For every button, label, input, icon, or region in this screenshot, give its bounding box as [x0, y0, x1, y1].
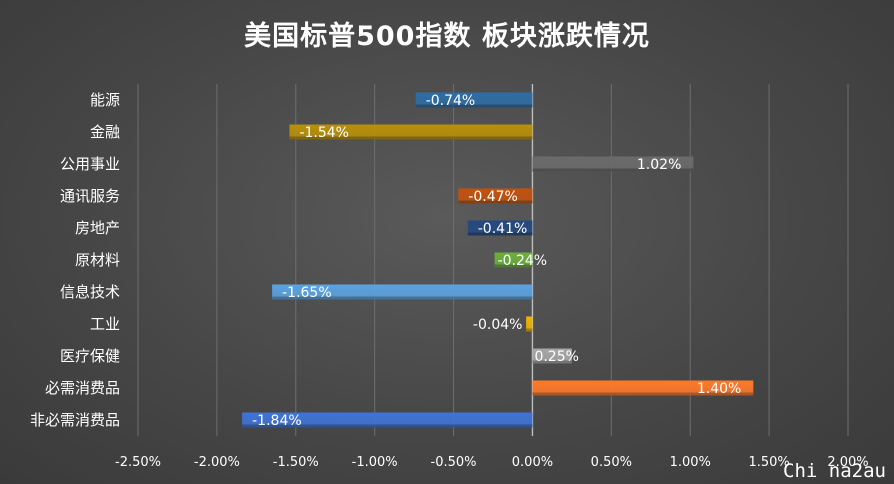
- category-label: 能源: [90, 91, 120, 109]
- watermark: Chi na2au: [783, 460, 886, 482]
- category-label: 原材料: [75, 251, 120, 269]
- bar: [415, 92, 533, 108]
- data-label: -0.47%: [468, 189, 518, 205]
- x-tick-label: 2.00%: [827, 455, 868, 470]
- data-label: -0.24%: [498, 253, 548, 269]
- bar-shade: [532, 360, 572, 364]
- bar: [526, 316, 533, 332]
- bar: [242, 412, 533, 428]
- data-label: -0.41%: [478, 221, 528, 237]
- x-tick-label: -1.50%: [273, 455, 319, 470]
- bar-shade: [242, 424, 533, 428]
- data-labels: -0.74% -1.54% 1.02% -0.47% -0.41% -0.24% -1.65…: [252, 93, 741, 429]
- x-tick-label: -2.50%: [115, 455, 161, 470]
- category-label: 工业: [90, 315, 120, 333]
- bar: [458, 188, 533, 204]
- bar-shade: [467, 232, 533, 236]
- category-label: 医疗保健: [60, 347, 120, 365]
- bar-shade: [272, 296, 533, 300]
- bar: [532, 348, 572, 364]
- data-label: -1.84%: [252, 413, 302, 429]
- x-tick-label: 0.50%: [591, 455, 632, 470]
- data-label: 0.25%: [534, 349, 578, 365]
- bars: [242, 92, 754, 428]
- bar: [532, 156, 694, 172]
- bar-shade: [494, 264, 533, 268]
- data-label: -0.74%: [426, 93, 476, 109]
- data-label: 1.40%: [697, 381, 741, 397]
- x-tick-label: 1.50%: [748, 455, 789, 470]
- bar-shade: [458, 200, 533, 204]
- category-label: 信息技术: [60, 283, 120, 301]
- x-tick-labels: -2.50% -2.00% -1.50% -1.00% -0.50% 0.00% 0.50%…: [115, 455, 869, 470]
- data-label: -1.54%: [299, 125, 349, 141]
- x-tick-label: -2.00%: [194, 455, 240, 470]
- bar: [532, 380, 754, 396]
- bar: [272, 284, 533, 300]
- category-label: 金融: [90, 123, 120, 141]
- x-tick-label: -1.00%: [352, 455, 398, 470]
- bar: [494, 252, 533, 268]
- bar-shade: [415, 104, 533, 108]
- bar-shade: [526, 328, 533, 332]
- bar-shade: [289, 136, 533, 140]
- category-label: 房地产: [75, 219, 120, 237]
- data-label: -1.65%: [282, 285, 332, 301]
- category-label: 非必需消费品: [30, 411, 120, 429]
- category-label: 通讯服务: [60, 187, 120, 205]
- category-label: 必需消费品: [45, 379, 120, 397]
- x-tick-label: 0.00%: [512, 455, 553, 470]
- chart-title: 美国标普500指数 板块涨跌情况: [244, 21, 650, 52]
- x-tick-label: -0.50%: [431, 455, 477, 470]
- bar: [467, 220, 533, 236]
- data-label: -0.04%: [473, 317, 523, 333]
- category-label: 公用事业: [60, 155, 120, 173]
- data-label: 1.02%: [637, 157, 681, 173]
- bar-shade: [532, 392, 754, 396]
- x-tick-label: 1.00%: [670, 455, 711, 470]
- bar-shade: [532, 168, 694, 172]
- bar: [289, 124, 533, 140]
